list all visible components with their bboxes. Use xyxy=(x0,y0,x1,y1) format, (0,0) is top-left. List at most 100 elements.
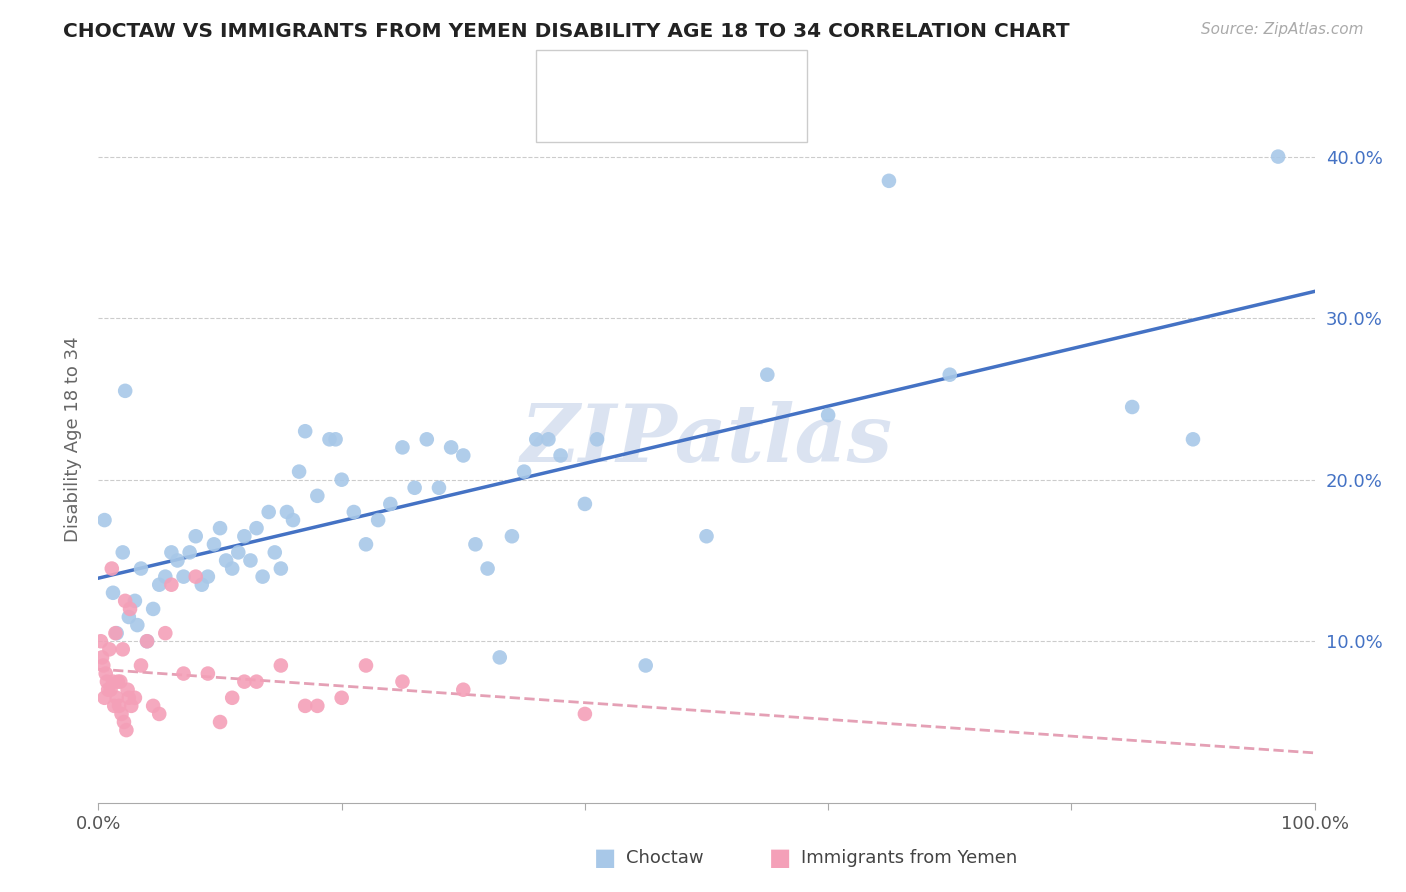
Point xyxy=(101,586,124,600)
Point xyxy=(453,682,475,697)
Text: CHOCTAW VS IMMIGRANTS FROM YEMEN DISABILITY AGE 18 TO 34 CORRELATION CHART: CHOCTAW VS IMMIGRANTS FROM YEMEN DISABIL… xyxy=(63,22,1070,41)
Point xyxy=(288,465,311,479)
Y-axis label: Disability Age 18 to 34: Disability Age 18 to 34 xyxy=(63,336,82,542)
Point xyxy=(101,674,124,689)
Point xyxy=(115,723,138,737)
Point xyxy=(756,368,779,382)
Point xyxy=(110,674,132,689)
Point xyxy=(136,634,159,648)
Point xyxy=(91,650,114,665)
Point xyxy=(97,682,120,697)
Text: ■: ■ xyxy=(769,847,792,870)
Point xyxy=(148,578,170,592)
Point xyxy=(440,441,463,455)
Text: R = 0.576   N = 69: R = 0.576 N = 69 xyxy=(595,68,765,86)
Point xyxy=(142,698,165,713)
Point xyxy=(197,569,219,583)
Point xyxy=(197,666,219,681)
Point xyxy=(270,658,292,673)
Point xyxy=(105,690,128,705)
Point xyxy=(221,561,243,575)
Point xyxy=(90,634,112,648)
Point xyxy=(1121,400,1143,414)
Point xyxy=(93,690,115,705)
Point xyxy=(245,674,267,689)
Point xyxy=(391,441,413,455)
Point xyxy=(160,545,183,559)
Text: Immigrants from Yemen: Immigrants from Yemen xyxy=(801,849,1018,867)
Point xyxy=(294,424,316,438)
Point xyxy=(112,714,135,729)
Point xyxy=(233,529,256,543)
Point xyxy=(118,690,141,705)
Point xyxy=(325,432,347,446)
Point xyxy=(574,497,596,511)
Point xyxy=(427,481,450,495)
Point xyxy=(155,626,177,640)
Point xyxy=(537,432,560,446)
Point xyxy=(221,690,243,705)
Point xyxy=(103,698,125,713)
Point xyxy=(404,481,426,495)
Point xyxy=(142,602,165,616)
Point xyxy=(129,658,152,673)
Point xyxy=(96,674,118,689)
Point xyxy=(118,602,141,616)
Point xyxy=(634,658,657,673)
Point xyxy=(202,537,225,551)
Point xyxy=(477,561,499,575)
Point xyxy=(513,465,536,479)
Point xyxy=(1182,432,1205,446)
Point xyxy=(120,698,142,713)
Point xyxy=(307,698,329,713)
Point xyxy=(330,690,353,705)
Point xyxy=(173,569,195,583)
Point xyxy=(114,384,136,398)
Point xyxy=(136,634,159,648)
Point xyxy=(354,537,377,551)
Point xyxy=(118,610,141,624)
Point xyxy=(1267,150,1289,164)
Point xyxy=(94,666,117,681)
Point xyxy=(367,513,389,527)
Point xyxy=(111,642,134,657)
Point xyxy=(215,553,238,567)
Point xyxy=(281,513,304,527)
Point xyxy=(184,569,207,583)
Text: R = 0.057   N = 48: R = 0.057 N = 48 xyxy=(595,105,765,123)
Point xyxy=(93,513,115,527)
Point xyxy=(108,698,131,713)
Point xyxy=(124,690,146,705)
Point xyxy=(263,545,285,559)
Point xyxy=(98,642,121,657)
Point xyxy=(179,545,201,559)
Point xyxy=(114,594,136,608)
Point xyxy=(416,432,439,446)
Point xyxy=(91,658,114,673)
Point xyxy=(252,569,274,583)
Point xyxy=(111,545,134,559)
Text: Choctaw: Choctaw xyxy=(626,849,703,867)
Point xyxy=(129,561,152,575)
Point xyxy=(343,505,366,519)
Point xyxy=(294,698,316,713)
Point xyxy=(148,706,170,721)
Point xyxy=(307,489,329,503)
Point xyxy=(939,368,962,382)
Point xyxy=(209,521,232,535)
Point xyxy=(330,473,353,487)
Point xyxy=(550,449,572,463)
Point xyxy=(127,618,149,632)
Point xyxy=(239,553,262,567)
Text: ZIPatlas: ZIPatlas xyxy=(520,401,893,478)
Point xyxy=(586,432,609,446)
Point xyxy=(488,650,510,665)
Point xyxy=(501,529,523,543)
Point xyxy=(696,529,718,543)
Point xyxy=(574,706,596,721)
Point xyxy=(270,561,292,575)
Point xyxy=(110,706,132,721)
Point xyxy=(226,545,249,559)
Point xyxy=(173,666,195,681)
Point xyxy=(318,432,340,446)
